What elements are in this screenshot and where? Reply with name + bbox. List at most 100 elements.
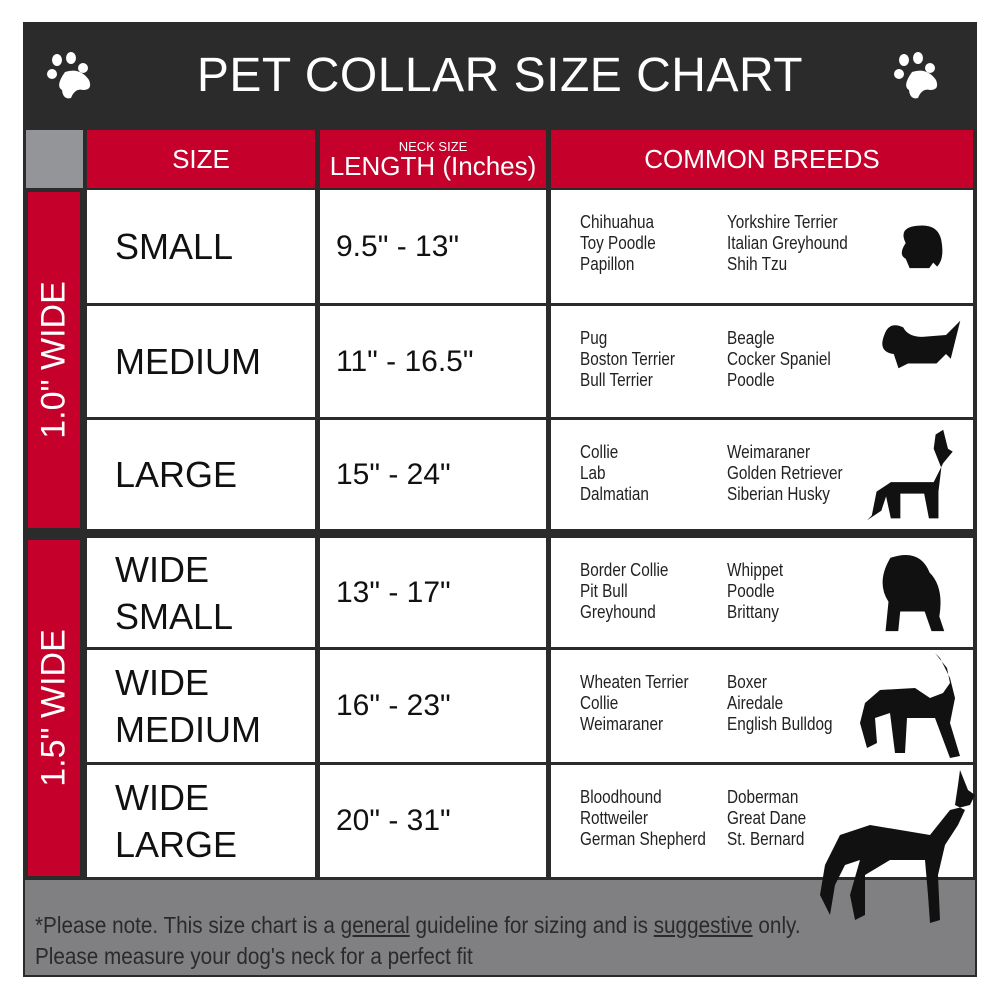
- dog-silhouette-icon: [867, 429, 953, 521]
- size-cell: WIDE SMALL: [87, 538, 315, 647]
- breed-name: Papillon: [580, 254, 635, 274]
- breed-name: Toy Poodle: [580, 233, 656, 253]
- breed-name: Collie: [580, 693, 619, 713]
- group-label: 1.0" WIDE: [34, 281, 73, 439]
- breed-list: Whippet Poodle Brittany: [727, 560, 783, 623]
- length-cell: 13" - 17": [320, 538, 546, 647]
- size-cell: SMALL: [87, 190, 315, 303]
- footer-text: *Please note. This size chart is a: [35, 912, 335, 938]
- breed-list: Wheaten Terrier Collie Weimaraner: [580, 672, 689, 735]
- breed-list: Beagle Cocker Spaniel Poodle: [727, 328, 831, 391]
- breed-name: Border Collie: [580, 560, 669, 580]
- dog-silhouette-icon: [882, 554, 945, 632]
- dog-silhouette-icon: [882, 320, 961, 369]
- length-value: 20" - 31": [336, 804, 451, 837]
- dog-silhouette-icon: [860, 653, 960, 758]
- breed-name: Pug: [580, 328, 608, 348]
- breeds-cell: [551, 420, 973, 529]
- breed-name: Cocker Spaniel: [727, 349, 831, 369]
- dog-silhouette-icon: [901, 225, 943, 269]
- length-cell: 11" - 16.5": [320, 306, 546, 417]
- group-1-5-wide: 1.5" WIDE: [28, 540, 80, 876]
- length-cell: 16" - 23": [320, 650, 546, 762]
- breed-name: Brittany: [727, 602, 779, 622]
- header-size-label: SIZE: [172, 143, 230, 174]
- breed-name: Lab: [580, 463, 606, 483]
- paw-icon: [47, 52, 91, 99]
- header-length-sub: NECK SIZE: [398, 138, 468, 154]
- breed-name: Pit Bull: [580, 581, 628, 601]
- length-value: 11" - 16.5": [336, 344, 474, 378]
- breed-name: English Bulldog: [727, 714, 833, 734]
- breed-name: Great Dane: [727, 808, 807, 828]
- size-cell: WIDE MEDIUM: [87, 650, 315, 762]
- breed-name: Shih Tzu: [727, 254, 788, 274]
- breed-name: German Shepherd: [580, 829, 706, 849]
- length-value: 15" - 24": [336, 457, 451, 491]
- breed-list: Collie Lab Dalmatian: [580, 442, 649, 505]
- breed-name: Chihuahua: [580, 212, 655, 232]
- breed-name: Golden Retriever: [727, 463, 843, 483]
- size-label: SMALL: [115, 226, 234, 267]
- breed-name: Siberian Husky: [727, 484, 830, 504]
- size-cell: MEDIUM: [87, 306, 315, 417]
- breed-name: Italian Greyhound: [727, 233, 848, 253]
- page-title: PET COLLAR SIZE CHART: [196, 48, 804, 102]
- size-label: MEDIUM: [115, 341, 261, 382]
- header-length-label: LENGTH (Inches): [329, 150, 537, 181]
- breed-name: St. Bernard: [727, 829, 805, 849]
- breed-name: Yorkshire Terrier: [727, 212, 838, 232]
- footer-underline: general: [340, 912, 410, 938]
- breed-list: Border Collie Pit Bull Greyhound: [580, 560, 668, 623]
- breed-list: Yorkshire Terrier Italian Greyhound Shih T…: [727, 212, 848, 275]
- size-label: WIDE SMALL: [115, 548, 234, 637]
- breed-name: Airedale: [727, 693, 784, 713]
- breed-name: Wheaten Terrier: [580, 672, 689, 692]
- length-value: 13" - 17": [336, 575, 451, 609]
- breed-list: Weimaraner Golden Retriever Siberian Husky: [727, 442, 843, 505]
- breed-list: Bloodhound Rottweiler German Shepherd: [580, 787, 706, 850]
- footer-line-2: Please measure your dog's neck for a per…: [35, 943, 473, 969]
- group-1-wide: 1.0" WIDE: [28, 192, 80, 528]
- breed-name: Doberman: [727, 787, 799, 807]
- header-size: SIZE: [87, 130, 315, 188]
- breed-list: Chihuahua Toy Poodle Papillon: [580, 212, 656, 275]
- size-label: LARGE: [115, 454, 238, 495]
- footer-text: guideline for sizing and is: [409, 912, 648, 938]
- footer-note: *Please note. This size chart is a gener…: [25, 880, 975, 975]
- footer-text: only.: [752, 912, 801, 938]
- breed-list: Boxer Airedale English Bulldog: [727, 672, 832, 735]
- breed-name: Weimaraner: [727, 442, 811, 462]
- dog-silhouette-icon: [820, 770, 975, 923]
- breed-name: Poodle: [727, 581, 775, 601]
- breed-name: Greyhound: [580, 602, 656, 622]
- corner-cell: [26, 130, 83, 188]
- breed-list: Pug Boston Terrier Bull Terrier: [580, 328, 675, 391]
- group-label: 1.5" WIDE: [34, 629, 73, 787]
- length-cell: 15" - 24": [320, 420, 546, 529]
- paw-icon: [894, 52, 938, 99]
- breed-name: Weimaraner: [580, 714, 664, 734]
- breed-list: Doberman Great Dane St. Bernard: [727, 787, 806, 850]
- header-breeds-label: COMMON BREEDS: [644, 143, 880, 174]
- length-value: 9.5" - 13": [336, 229, 460, 263]
- breed-name: Poodle: [727, 370, 775, 390]
- length-value: 16" - 23": [336, 689, 451, 722]
- header-breeds: COMMON BREEDS: [551, 130, 973, 188]
- breed-name: Bull Terrier: [580, 370, 653, 390]
- breed-name: Collie: [580, 442, 619, 462]
- length-cell: 20" - 31": [320, 765, 546, 877]
- breed-name: Boston Terrier: [580, 349, 675, 369]
- breed-name: Dalmatian: [580, 484, 649, 504]
- breeds-cell: [551, 190, 973, 303]
- breed-name: Rottweiler: [580, 808, 649, 828]
- size-label: WIDE LARGE: [115, 777, 238, 865]
- footer-underline: suggestive: [653, 912, 753, 938]
- size-cell: WIDE LARGE: [87, 765, 315, 877]
- length-cell: 9.5" - 13": [320, 190, 546, 303]
- header-length: NECK SIZE LENGTH (Inches): [320, 130, 546, 188]
- breed-name: Boxer: [727, 672, 767, 692]
- size-cell: LARGE: [87, 420, 315, 529]
- size-label: WIDE MEDIUM: [115, 662, 261, 750]
- breed-name: Whippet: [727, 560, 784, 580]
